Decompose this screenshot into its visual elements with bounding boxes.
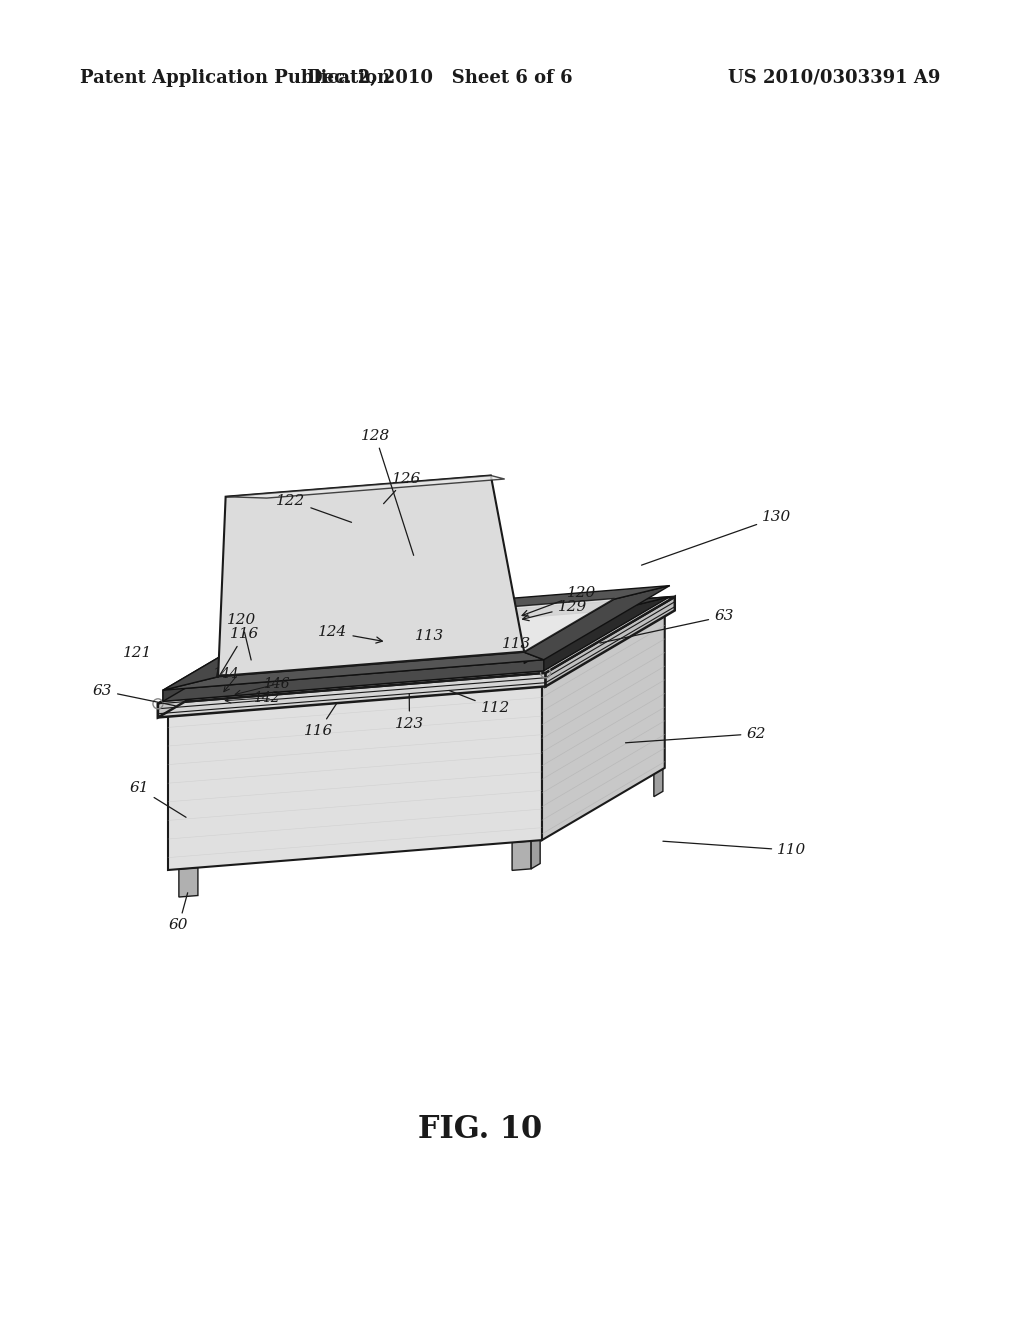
Text: 110: 110 (663, 841, 807, 857)
Text: 63: 63 (92, 684, 175, 706)
Text: 144: 144 (212, 667, 239, 681)
Polygon shape (179, 867, 198, 898)
Text: 112: 112 (450, 690, 510, 715)
Text: 113: 113 (415, 630, 444, 643)
Polygon shape (163, 627, 308, 701)
Text: 120: 120 (522, 586, 596, 616)
Text: 128: 128 (360, 429, 414, 556)
Polygon shape (524, 586, 670, 660)
Text: 63: 63 (600, 610, 733, 643)
Polygon shape (194, 616, 640, 706)
Text: 62: 62 (626, 727, 766, 743)
Polygon shape (168, 685, 542, 870)
Polygon shape (654, 763, 663, 797)
Text: 116: 116 (304, 704, 337, 738)
Polygon shape (512, 841, 531, 870)
Polygon shape (163, 616, 308, 690)
Text: 123: 123 (395, 694, 424, 730)
Polygon shape (163, 616, 289, 701)
Text: US 2010/0303391 A9: US 2010/0303391 A9 (728, 69, 940, 87)
Polygon shape (158, 597, 675, 704)
Polygon shape (163, 660, 544, 701)
Polygon shape (225, 475, 505, 498)
Text: 124: 124 (318, 626, 382, 643)
Polygon shape (158, 628, 287, 718)
Polygon shape (163, 652, 544, 690)
Polygon shape (289, 586, 670, 623)
Text: 113: 113 (503, 636, 531, 651)
Polygon shape (542, 612, 665, 840)
Text: 130: 130 (641, 511, 792, 565)
Polygon shape (289, 597, 670, 635)
Text: Dec. 2, 2010   Sheet 6 of 6: Dec. 2, 2010 Sheet 6 of 6 (307, 69, 572, 87)
Text: Patent Application Publication: Patent Application Publication (80, 69, 390, 87)
Polygon shape (524, 599, 614, 664)
Text: 122: 122 (276, 494, 351, 523)
Text: 60: 60 (169, 892, 188, 932)
Polygon shape (531, 836, 541, 869)
Polygon shape (218, 598, 614, 676)
Polygon shape (168, 612, 665, 715)
Polygon shape (158, 673, 546, 718)
Text: 142: 142 (253, 690, 280, 705)
Text: 146: 146 (263, 677, 290, 692)
Polygon shape (218, 475, 524, 676)
Text: 129: 129 (522, 599, 587, 620)
Text: 116: 116 (219, 627, 259, 676)
Text: 61: 61 (129, 781, 186, 817)
Text: 120: 120 (227, 612, 256, 660)
Text: FIG. 10: FIG. 10 (418, 1114, 542, 1146)
Polygon shape (546, 597, 675, 686)
Text: 121: 121 (123, 645, 152, 660)
Polygon shape (524, 597, 670, 671)
Polygon shape (163, 664, 544, 701)
Text: 126: 126 (384, 471, 421, 504)
